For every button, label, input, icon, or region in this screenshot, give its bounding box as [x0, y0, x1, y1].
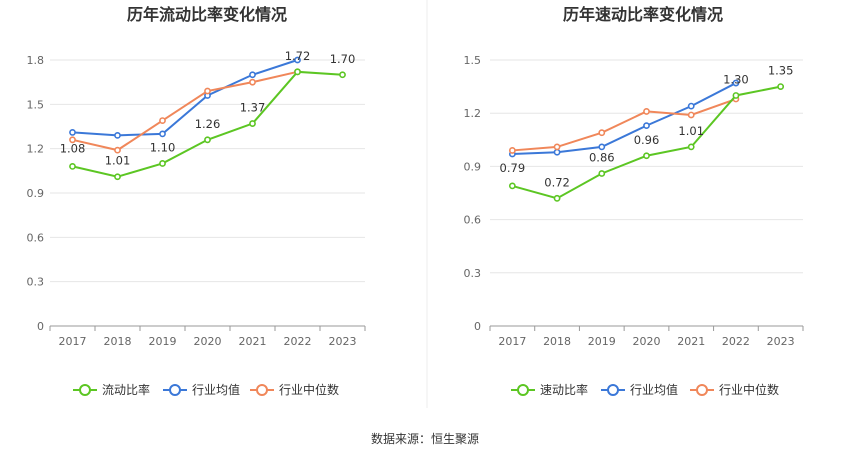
y-tick-label: 1.5: [27, 98, 45, 111]
x-tick-label: 2018: [543, 335, 571, 348]
series-line: [72, 59, 298, 137]
data-point: [69, 162, 76, 170]
data-label: 1.37: [240, 101, 266, 115]
y-tick-label: 0.3: [27, 276, 45, 289]
data-point: [159, 160, 166, 167]
data-point: [598, 129, 606, 137]
y-tick-label: 0.9: [464, 160, 482, 173]
data-label: 1.72: [285, 49, 311, 63]
data-point: [294, 56, 301, 64]
data-point: [204, 87, 211, 95]
data-point: [249, 78, 256, 86]
data-point: [687, 143, 695, 151]
y-tick-label: 0.9: [27, 187, 45, 200]
y-tick-label: 1.8: [27, 54, 45, 67]
data-label: 1.70: [330, 52, 356, 66]
data-label: 1.08: [60, 141, 86, 155]
y-tick-label: 0.6: [27, 231, 45, 244]
data-point: [687, 111, 695, 119]
y-tick-label: 0.3: [464, 267, 482, 280]
data-label: 1.10: [150, 140, 176, 154]
data-point: [249, 120, 256, 127]
legend-label[interactable]: 流动比率: [102, 382, 150, 397]
data-point: [294, 68, 301, 76]
x-tick-label: 2021: [239, 335, 267, 348]
x-tick-label: 2023: [329, 335, 357, 348]
data-point: [249, 71, 256, 79]
chart-title: 历年流动比率变化情况: [127, 5, 287, 24]
y-tick-label: 1.2: [464, 107, 482, 120]
x-tick-label: 2022: [284, 335, 312, 348]
x-tick-label: 2019: [149, 335, 177, 348]
x-tick-label: 2017: [498, 335, 526, 348]
x-tick-label: 2017: [59, 335, 87, 348]
data-point: [598, 143, 606, 151]
data-point: [553, 148, 561, 156]
data-point: [69, 136, 76, 144]
current-ratio-chart: 历年流动比率变化情况 0 0.3 0.6 0.9 1.2 1.5 1.8 2017 2018 201…: [27, 5, 366, 397]
data-label: 0.72: [544, 175, 570, 189]
data-point: [643, 108, 650, 115]
data-point: [339, 71, 346, 79]
x-tick-label: 2020: [194, 335, 222, 348]
data-point: [732, 92, 740, 99]
legend-swatch-marker: [517, 384, 529, 396]
legend-swatch-marker: [696, 384, 708, 396]
data-point: [643, 152, 650, 160]
quick-ratio-chart: 历年速动比率变化情况 0 0.3 0.6 0.9 1.2 1.5 2017 2018 2019 20…: [464, 5, 804, 397]
data-label: 0.86: [589, 150, 615, 164]
data-point: [687, 102, 695, 110]
data-point: [159, 130, 166, 138]
legend-swatch-marker: [79, 384, 91, 396]
data-point: [732, 79, 740, 87]
series-line: [512, 82, 737, 155]
data-label: 1.30: [723, 72, 749, 86]
x-tick-label: 2020: [633, 335, 661, 348]
x-tick-label: 2019: [588, 335, 616, 348]
source-label: 数据来源：恒生聚源: [371, 431, 479, 446]
data-point: [114, 173, 121, 181]
series-line: [72, 70, 298, 152]
data-point: [553, 194, 561, 202]
x-tick-label: 2022: [722, 335, 750, 348]
chart-title: 历年速动比率变化情况: [563, 5, 723, 24]
legend-label[interactable]: 行业均值: [192, 382, 240, 397]
y-tick-label: 0: [37, 320, 44, 333]
data-label: 1.35: [768, 64, 794, 78]
x-tick-label: 2021: [677, 335, 705, 348]
data-point: [508, 147, 516, 154]
data-point: [159, 117, 166, 124]
legend-label[interactable]: 行业中位数: [279, 382, 339, 397]
y-tick-label: 1.2: [27, 143, 45, 156]
data-point: [643, 122, 650, 130]
y-tick-label: 0: [474, 320, 481, 333]
legend-swatch-marker: [607, 384, 619, 396]
data-point: [777, 83, 785, 90]
data-point: [204, 136, 211, 144]
data-point: [69, 129, 76, 136]
data-label: 0.96: [634, 133, 660, 147]
series-line: [512, 98, 737, 152]
data-point: [598, 170, 606, 177]
data-point: [553, 143, 561, 151]
legend-swatch-marker: [256, 384, 268, 396]
data-label: 1.01: [678, 124, 704, 138]
data-point: [508, 182, 516, 190]
x-tick-label: 2018: [104, 335, 132, 348]
y-tick-label: 0.6: [464, 214, 482, 227]
data-point: [114, 131, 121, 139]
data-point: [114, 146, 121, 154]
legend-label[interactable]: 速动比率: [540, 382, 588, 397]
data-label: 0.79: [500, 161, 526, 175]
x-tick-label: 2023: [767, 335, 795, 348]
data-label: 1.26: [195, 117, 221, 131]
data-label: 1.01: [105, 154, 131, 168]
legend-label[interactable]: 行业均值: [630, 382, 678, 397]
y-tick-label: 1.5: [464, 54, 482, 67]
legend-swatch-marker: [169, 384, 181, 396]
legend-label[interactable]: 行业中位数: [719, 382, 779, 397]
